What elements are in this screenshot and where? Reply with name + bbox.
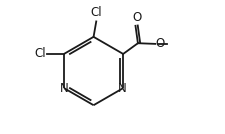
Text: O: O xyxy=(131,10,141,24)
Text: Cl: Cl xyxy=(34,47,46,60)
Text: N: N xyxy=(118,82,126,95)
Text: O: O xyxy=(155,37,164,50)
Text: Cl: Cl xyxy=(90,6,102,19)
Text: N: N xyxy=(60,82,69,95)
